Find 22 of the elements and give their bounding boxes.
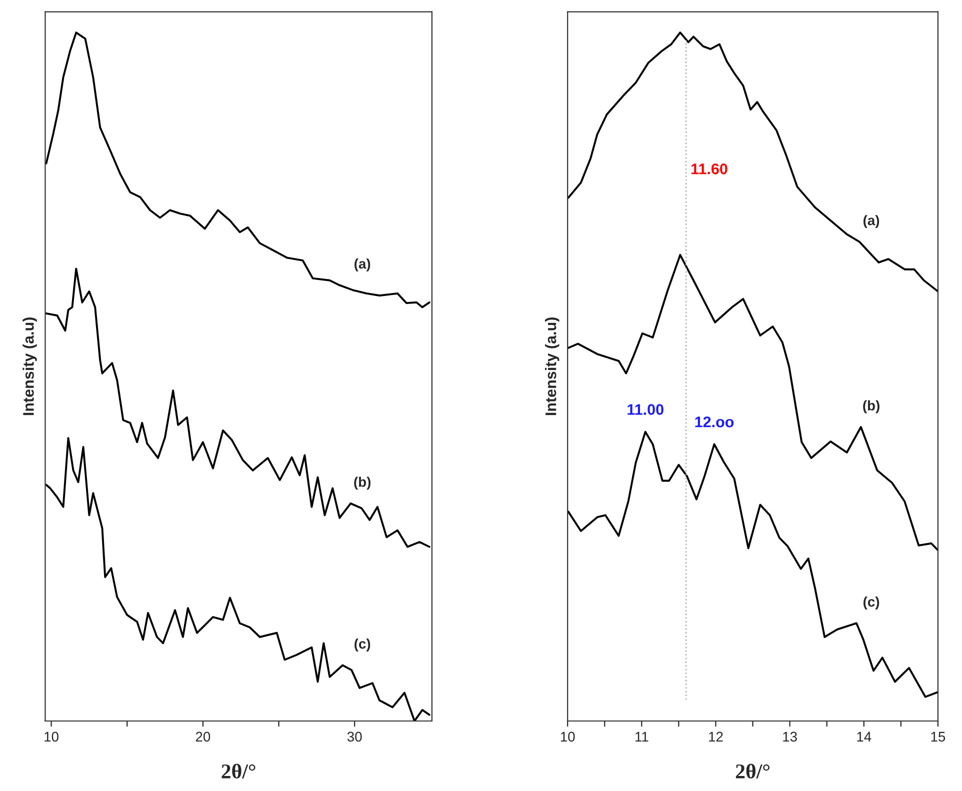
series-label: (a): [863, 215, 880, 228]
x-tick-label: 15: [931, 732, 946, 742]
y-axis-title: Intensity (a.u): [22, 318, 37, 416]
annotation: 11.00: [628, 404, 664, 415]
series-label: (b): [863, 400, 880, 414]
x-tick-label: 10: [44, 732, 58, 742]
series-label: (c): [863, 596, 880, 610]
series-label: (c): [354, 638, 370, 652]
x-tick-label: 12: [709, 732, 723, 742]
x-axis-title: 2θ/°: [222, 764, 256, 778]
ref-line-label: 11.60: [692, 163, 728, 174]
x-tick-label: 30: [347, 732, 362, 742]
x-tick-label: 20: [196, 732, 210, 742]
x-tick-label: 14: [857, 732, 872, 742]
annotation: 12.oo: [695, 416, 734, 428]
x-tick-label: 10: [560, 732, 575, 742]
series-label: (a): [354, 258, 370, 272]
x-axis-title: 2θ/°: [736, 764, 770, 778]
x-tick-label: 11: [636, 732, 648, 742]
y-axis-title: Intensity (a.u): [545, 318, 560, 416]
x-tick-label: 13: [783, 732, 797, 742]
series-label: (b): [354, 476, 371, 490]
